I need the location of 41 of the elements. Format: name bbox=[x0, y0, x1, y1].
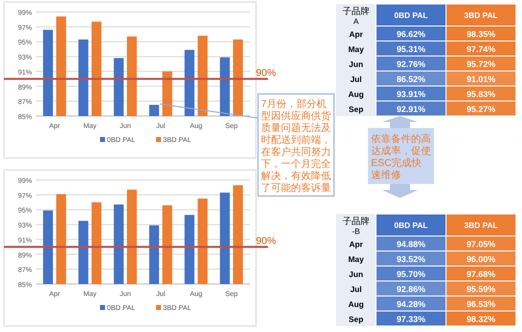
y-tick-label: Sep bbox=[348, 105, 364, 114]
data-label: 93.91% bbox=[396, 89, 426, 99]
data-label: 94.88% bbox=[396, 239, 426, 249]
y-tick-label: Aug bbox=[348, 300, 364, 309]
data-label: 95.70% bbox=[396, 269, 426, 279]
y-tick-label: Jun bbox=[348, 270, 364, 279]
y-tick-label: Apr bbox=[349, 240, 363, 249]
chart-title: 子品牌-B bbox=[342, 216, 370, 236]
data-label: 95.59% bbox=[466, 284, 496, 294]
ref-line-label: 90% bbox=[256, 68, 276, 79]
data-label: 96.53% bbox=[466, 299, 496, 309]
ref-line-label: 90% bbox=[256, 236, 276, 247]
data-label: 98.35% bbox=[466, 29, 496, 39]
data-label: 91.01% bbox=[466, 74, 496, 84]
y-tick-label: Aug bbox=[348, 90, 364, 99]
data-label: 97.33% bbox=[396, 314, 426, 324]
data-label: 92.91% bbox=[396, 104, 426, 114]
chart-title: 子品牌A bbox=[342, 6, 370, 26]
data-label: 93.52% bbox=[396, 254, 426, 264]
data-label: 98.32% bbox=[466, 314, 496, 324]
data-label: 96.00% bbox=[466, 254, 496, 264]
data-label: 95.31% bbox=[396, 44, 426, 54]
data-label: 94.28% bbox=[396, 299, 426, 309]
data-label: 95.83% bbox=[466, 89, 496, 99]
data-label: 97.74% bbox=[466, 44, 496, 54]
y-tick-label: May bbox=[348, 255, 364, 264]
y-tick-label: May bbox=[348, 45, 364, 54]
data-label: 95.72% bbox=[466, 59, 496, 69]
y-tick-label: Sep bbox=[348, 315, 364, 324]
data-label: 86.52% bbox=[396, 74, 426, 84]
text: 7月份，部分机型因供应商供货质量问题无法及时配送到前端，在客户共同努力下，一个月完全解决，有效降低了可能的客诉量 bbox=[261, 98, 331, 194]
data-label: 96.62% bbox=[396, 29, 426, 39]
data-label: 92.76% bbox=[396, 59, 426, 69]
data-label: 95.27% bbox=[466, 104, 496, 114]
y-tick-label: Jun bbox=[348, 60, 364, 69]
y-tick-label: Jul bbox=[350, 75, 362, 84]
data-label: 92.86% bbox=[396, 284, 426, 294]
data-label: 97.05% bbox=[466, 239, 496, 249]
data-label: 97.68% bbox=[466, 269, 496, 279]
y-tick-label: Apr bbox=[349, 30, 363, 39]
text: 依靠备件的高达成率，促使ESC完成快速维修 bbox=[371, 133, 431, 181]
